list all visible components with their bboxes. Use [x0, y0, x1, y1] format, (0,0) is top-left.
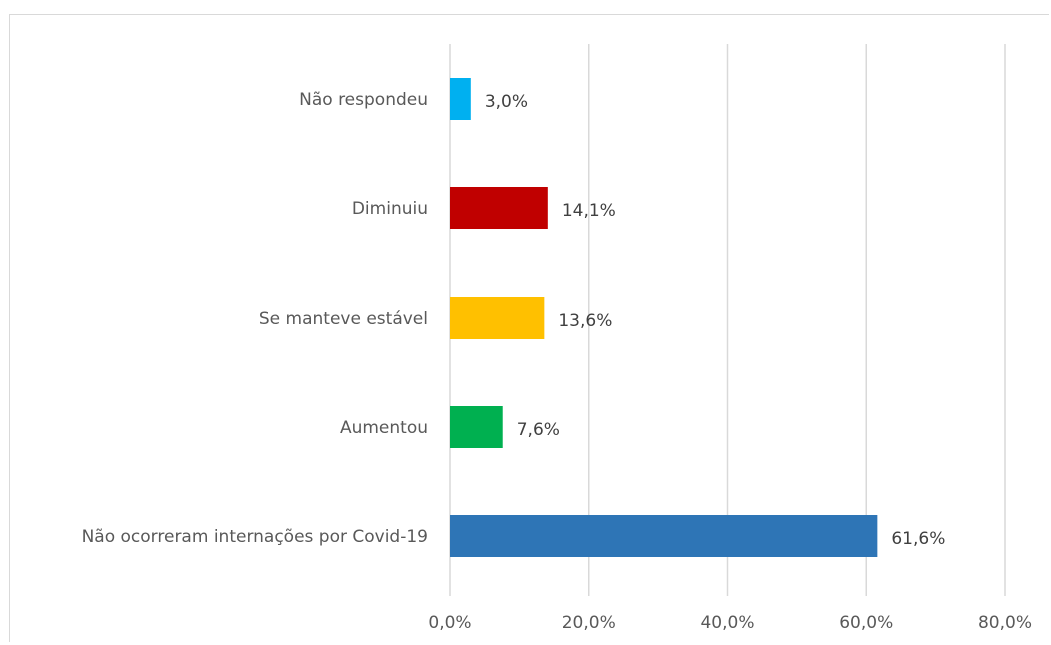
bar-2 — [450, 297, 545, 339]
data-labels: 3,0% 14,1% 13,6% 7,6% 61,6% — [485, 92, 946, 549]
category-label: Se manteve estável — [259, 309, 428, 329]
x-tick-label: 40,0% — [700, 613, 754, 633]
data-label: 14,1% — [562, 201, 616, 221]
category-label: Aumentou — [340, 418, 428, 438]
category-label: Não respondeu — [299, 90, 428, 110]
bar-4 — [450, 515, 878, 557]
chart-frame — [9, 14, 1049, 642]
x-axis-tick-labels: 0,0% 20,0% 40,0% 60,0% 80,0% — [428, 613, 1032, 633]
bar-0 — [450, 78, 471, 120]
x-tick-label: 0,0% — [428, 613, 471, 633]
bar-3 — [450, 406, 503, 448]
category-label: Diminuiu — [352, 199, 428, 219]
data-label: 3,0% — [485, 92, 528, 112]
x-tick-label: 60,0% — [839, 613, 893, 633]
data-label: 13,6% — [558, 311, 612, 331]
x-tick-label: 20,0% — [562, 613, 616, 633]
x-tick-label: 80,0% — [978, 613, 1032, 633]
category-label: Não ocorreram internações por Covid-19 — [82, 527, 428, 547]
bar-1 — [450, 187, 548, 229]
category-labels: Não respondeu Diminuiu Se manteve estável A… — [82, 90, 428, 547]
data-label: 61,6% — [891, 529, 945, 549]
data-label: 7,6% — [517, 420, 560, 440]
bars — [450, 78, 878, 557]
